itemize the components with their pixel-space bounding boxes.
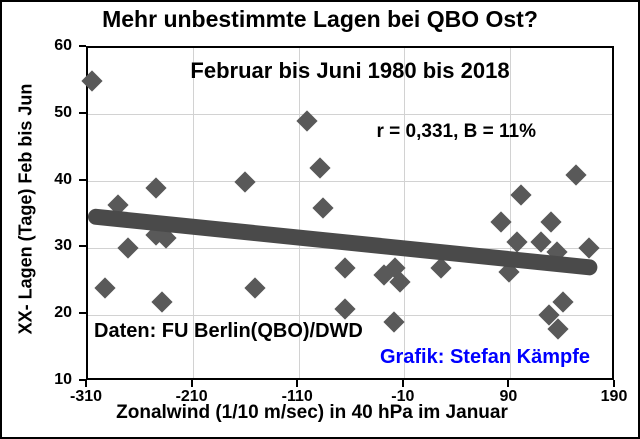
data-point-diamond (151, 291, 173, 313)
data-point-diamond (312, 197, 335, 219)
x-tick-label: -110 (281, 388, 313, 405)
y-tick-mark (79, 312, 86, 315)
y-tick-label: 30 (54, 237, 72, 255)
v-gridline (193, 48, 195, 378)
y-tick-label: 20 (54, 304, 72, 322)
data-source-note: Daten: FU Berlin(QBO)/DWD (94, 320, 363, 342)
chart-subtitle: Februar bis Juni 1980 bis 2018 (190, 58, 510, 83)
data-point-diamond (539, 211, 562, 233)
data-point-diamond (117, 237, 139, 259)
h-gridline (88, 181, 612, 183)
y-tick-mark (79, 178, 86, 181)
x-tick-mark (401, 380, 404, 387)
x-axis-title: Zonalwind (1/10 m/sec) in 40 hPa im Janu… (116, 402, 508, 423)
data-point-diamond (234, 170, 256, 193)
h-gridline (88, 114, 612, 116)
x-tick-mark (507, 380, 510, 387)
data-point-diamond (577, 237, 600, 259)
h-gridline (88, 314, 612, 316)
x-tick-mark (190, 380, 193, 387)
correlation-annotation: r = 0,331, B = 11% (376, 121, 536, 142)
y-tick-mark (79, 111, 86, 114)
plot-area: Februar bis Juni 1980 bis 2018 r = 0,331… (81, 46, 614, 380)
v-gridline (298, 48, 300, 378)
x-tick-label: 90 (499, 388, 518, 405)
data-point-diamond (309, 157, 331, 179)
data-point-diamond (565, 164, 587, 186)
x-tick-label: 190 (600, 388, 628, 405)
data-point-diamond (244, 277, 266, 300)
x-tick-label: -10 (391, 388, 415, 405)
data-point-diamond (333, 257, 356, 280)
data-point-diamond (510, 184, 532, 206)
y-tick-mark (79, 379, 86, 381)
y-tick-mark (79, 45, 86, 47)
y-tick-label: 40 (54, 170, 72, 188)
data-point-diamond (552, 291, 574, 313)
data-point-diamond (333, 297, 356, 320)
y-tick-label: 60 (54, 37, 72, 54)
x-tick-mark (85, 380, 87, 387)
y-tick-label: 50 (54, 103, 72, 121)
y-tick-label: 10 (54, 371, 72, 388)
v-gridline (404, 48, 406, 378)
v-gridline (509, 48, 511, 378)
data-point-diamond (490, 211, 512, 233)
chart-title: Mehr unbestimmte Lagen bei QBO Ost? (102, 6, 538, 32)
x-tick-label: -210 (175, 388, 208, 405)
y-tick-mark (79, 245, 86, 248)
x-tick-mark (613, 380, 615, 387)
x-tick-label: -310 (69, 388, 103, 405)
x-tick-mark (296, 380, 299, 387)
data-point-diamond (94, 277, 116, 300)
credit-note: Grafik: Stefan Kämpfe (379, 346, 590, 368)
